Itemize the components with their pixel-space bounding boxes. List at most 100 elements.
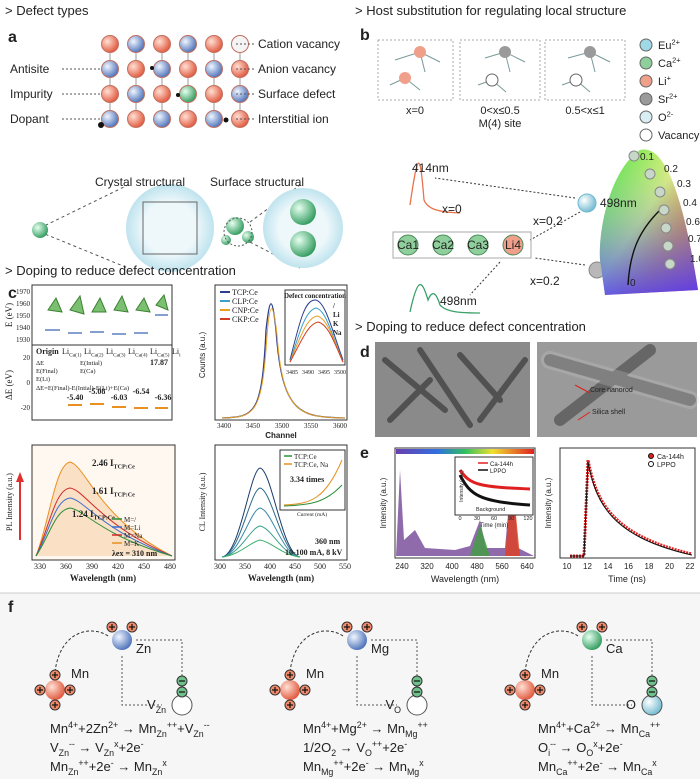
tick-label: 18 (645, 562, 654, 571)
label: Ca2 (432, 238, 454, 252)
label: Antisite (10, 62, 50, 76)
legend-label: Ca-144h (657, 454, 684, 461)
equation: MnMg+++2e- → MnMgx (303, 758, 424, 777)
text-part: +2e (344, 759, 366, 774)
decor-circle (399, 72, 411, 84)
legend-label: Li+ (658, 74, 671, 88)
tick-label: 90 (508, 516, 514, 522)
tick-label: 480 (164, 562, 176, 571)
label: 0.4 (683, 198, 697, 209)
legend-label: O2- (658, 110, 674, 124)
label: -6.54 (133, 387, 150, 396)
label: E(Final) (36, 368, 58, 375)
label: 414nm (412, 161, 449, 175)
panel-letter: c (8, 285, 17, 302)
label: 0.7 (688, 234, 700, 245)
tick-label: 60 (491, 516, 497, 522)
label: CL Intensity (a.u.) (198, 472, 207, 531)
site (432, 234, 454, 256)
label: Na (333, 329, 342, 337)
vacancy (641, 694, 663, 716)
label: LiCa(3) (106, 347, 126, 358)
atom (153, 60, 171, 78)
decor-line (387, 377, 433, 423)
label: 0.6 (686, 217, 700, 228)
text-part: Eu (658, 40, 671, 52)
text-part: Mn (50, 721, 68, 736)
text-part: Zn (68, 767, 78, 777)
legend-label: TCP:Ce, Na (294, 461, 329, 469)
label: 360 nm (315, 537, 340, 546)
arrow (356, 639, 418, 706)
text-part: i (548, 748, 550, 758)
legend-swatch (639, 74, 653, 88)
decor-circle (32, 222, 48, 238)
tick-label: 350 (239, 562, 251, 571)
decor-polygon (16, 472, 24, 482)
tick-label: 330 (34, 562, 46, 571)
legend-label: CNP:Ce (232, 306, 259, 315)
text-part: 2+ (669, 92, 678, 101)
text-part: 2+ (590, 720, 600, 730)
text-part: Zn (59, 748, 69, 758)
label: PL Intensity (a.u.) (5, 473, 14, 531)
label: Intensity (a.u.) (459, 470, 465, 502)
atom (205, 110, 223, 128)
text-part: Li (658, 76, 667, 88)
decor-path (283, 484, 343, 507)
decor-path (458, 469, 531, 491)
panel-letter: a (8, 29, 17, 46)
tick-label: 0 (458, 516, 461, 522)
text-part: O (586, 748, 593, 758)
tick-label: 320 (420, 562, 434, 571)
tick-label: 30 (474, 516, 480, 522)
text-part: i (179, 352, 181, 358)
text-part: Zn (104, 748, 114, 758)
decor-circle (290, 231, 316, 257)
label: Li (333, 311, 340, 319)
decor-g (45, 314, 168, 335)
label: Crystal structural (95, 175, 185, 189)
tick-label: 3550 (304, 422, 319, 430)
label: Origin (36, 347, 59, 356)
text-part: +V (177, 721, 194, 736)
arrow (289, 630, 344, 673)
atom (101, 60, 119, 78)
legend-label: Ca2+ (658, 56, 681, 70)
decor-path (289, 307, 344, 363)
text-part: - (366, 758, 369, 768)
text-part: Mn (50, 759, 68, 774)
decor-rect (31, 284, 173, 421)
text-part: → V (336, 740, 365, 755)
label: 0<x≤0.5 (480, 105, 519, 117)
text-part: Sr (658, 94, 669, 106)
text-part: TCP:Ce (94, 516, 116, 522)
label: Surface defect (258, 87, 336, 101)
label: x=0 (406, 105, 424, 117)
heading: > Host substitution for regulating local… (355, 3, 626, 18)
decor-rect (214, 284, 348, 421)
text-part: Li (84, 347, 92, 356)
decor-circle (569, 73, 583, 87)
cie-point (628, 150, 640, 162)
dopant-ion (515, 680, 535, 700)
decor-circle (263, 188, 343, 268)
text-part: TCP:Ce (114, 465, 136, 471)
text-part: → O (556, 740, 586, 755)
text-part: V (50, 740, 59, 755)
decor-line (457, 352, 503, 403)
text-part: +Mg (331, 721, 357, 736)
decor-line (39, 184, 129, 229)
host-ion (582, 630, 602, 650)
text-part: +Ca (566, 721, 591, 736)
cie-point (644, 168, 656, 180)
text-part: → Mn (114, 759, 152, 774)
atom (101, 110, 119, 128)
text-part: 2+ (672, 56, 681, 65)
label: Channel (265, 431, 297, 440)
defect-dot (176, 93, 180, 97)
legend-label: Vacancy (658, 130, 700, 142)
panel-letter: f (8, 599, 14, 616)
cie-point (654, 186, 666, 198)
